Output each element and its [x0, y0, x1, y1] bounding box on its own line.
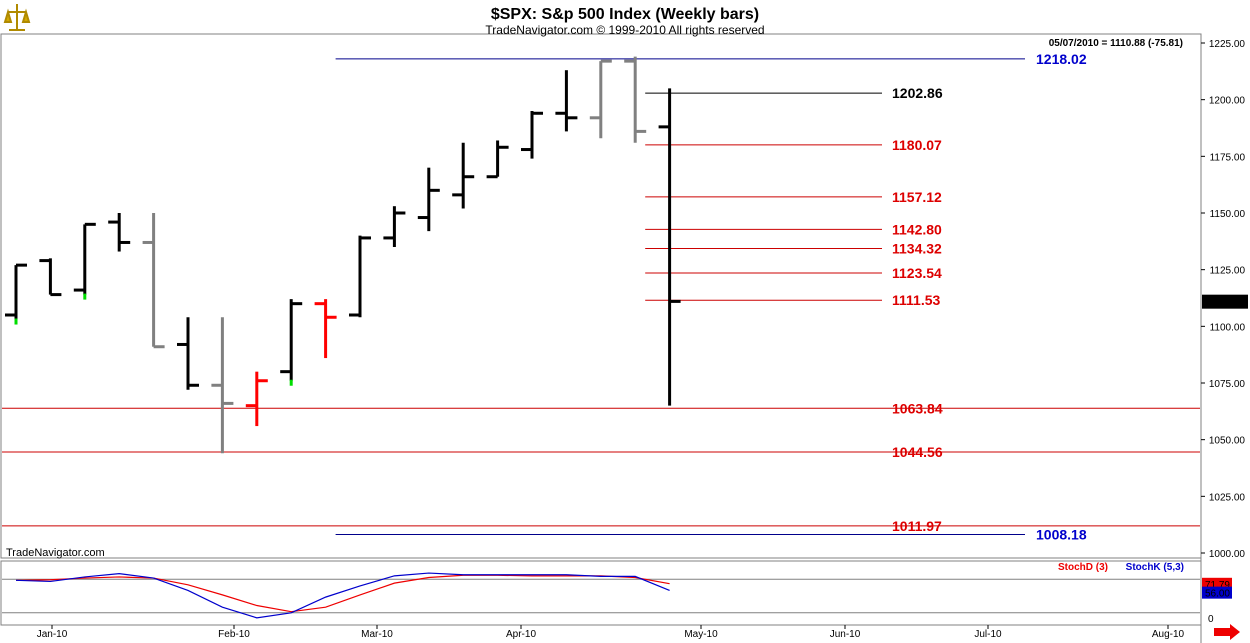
date-axis: Jan-10 Feb-10 Mar-10 Apr-10 May-10 Jun-10 Jul-…: [37, 625, 1185, 640]
ohlc-bar: [658, 88, 681, 406]
stoch-d-value: 71.79: [1205, 580, 1230, 591]
price-tick-label: 1200.00: [1209, 96, 1246, 107]
last-price-label: 1110.88: [1210, 298, 1245, 309]
date-tick-label: Feb-10: [218, 629, 250, 640]
date-tick-label: Mar-10: [361, 629, 393, 640]
price-tick-label: 1225.00: [1209, 39, 1246, 50]
date-tick-label: Jun-10: [830, 629, 861, 640]
stochastic-pane-frame: [0, 560, 1202, 626]
trade-navigator-logo-icon[interactable]: [3, 2, 31, 32]
last-bar-info: 05/07/2010 = 1110.88 (-75.81): [1049, 38, 1183, 49]
price-levels: 1218.02 1202.86 1180.07 1157.12 1142.80 1134.…: [2, 51, 1200, 542]
chart-title: $SPX: S&p 500 Index (Weekly bars): [491, 6, 759, 23]
ohlc-bar: [589, 59, 612, 139]
price-tick-label: 1025.00: [1209, 492, 1246, 503]
date-tick-label: Aug-10: [1152, 629, 1185, 640]
ohlc-bar: [383, 206, 406, 247]
price-tick-label: 1000.00: [1209, 549, 1246, 560]
level-label: 1142.80: [892, 221, 942, 237]
stoch-d-line: [15, 574, 670, 613]
level-label: 1134.32: [892, 241, 942, 257]
ohlc-bars: [5, 56, 681, 454]
stoch-k-value-box: [1202, 586, 1232, 599]
level-label: 1123.54: [892, 265, 942, 281]
date-tick-label: Jul-10: [974, 629, 1002, 640]
date-tick-label: Jan-10: [37, 629, 68, 640]
ohlc-bar: [39, 258, 62, 297]
price-tick-label: 1075.00: [1209, 379, 1246, 390]
ohlc-bar: [211, 317, 234, 454]
ohlc-bar: [624, 56, 647, 143]
ohlc-bar: [349, 235, 371, 318]
ohlc-bar: [73, 222, 96, 300]
level-label: 1180.07: [892, 137, 942, 153]
level-label: 1157.12: [892, 189, 942, 205]
stoch-k-line: [15, 572, 670, 619]
level-label: 1011.97: [892, 518, 942, 534]
legend-stochk: StochK (5,3): [1126, 562, 1184, 573]
level-label: 1044.56: [892, 444, 943, 460]
ohlc-bar: [5, 263, 27, 325]
scroll-right-arrow-icon[interactable]: [1214, 624, 1240, 640]
price-tick-label: 1100.00: [1210, 322, 1246, 333]
watermark-source: TradeNavigator.com: [6, 547, 105, 559]
ohlc-bar: [280, 299, 303, 386]
ohlc-bar: [452, 142, 475, 209]
price-tick-label: 1050.00: [1209, 436, 1246, 447]
price-tick-label: 1175.00: [1210, 152, 1246, 163]
last-price-box: [1202, 294, 1248, 309]
legend-stochd: StochD (3): [1058, 562, 1108, 573]
copyright-text: TradeNavigator.com © 1999-2010 All right…: [485, 23, 764, 37]
price-axis: 1225.00 1200.00 1175.00 1150.00 1125.00 1100.…: [1201, 39, 1248, 560]
level-label: 1063.84: [892, 400, 943, 416]
ohlc-bar: [486, 140, 509, 179]
price-tick-label: 1125.00: [1210, 266, 1246, 277]
ohlc-bar: [314, 299, 337, 359]
stoch-zero-label: 0: [1208, 614, 1214, 625]
price-tick-label: 1150.00: [1210, 209, 1246, 220]
ohlc-bar: [142, 213, 165, 349]
level-label: 1202.86: [892, 85, 943, 101]
ohlc-bar: [555, 70, 578, 132]
ohlc-bar: [417, 167, 440, 232]
level-label: 1008.18: [1036, 526, 1087, 542]
ohlc-bar: [521, 111, 543, 159]
date-tick-label: May-10: [684, 629, 718, 640]
level-label: 1111.53: [892, 292, 941, 308]
ohlc-bar: [177, 317, 199, 390]
ohlc-bar: [245, 371, 268, 427]
ohlc-bar: [108, 213, 131, 252]
level-label: 1218.02: [1036, 51, 1087, 67]
stoch-k-value: 56.00: [1205, 589, 1230, 600]
date-tick-label: Apr-10: [506, 629, 536, 640]
